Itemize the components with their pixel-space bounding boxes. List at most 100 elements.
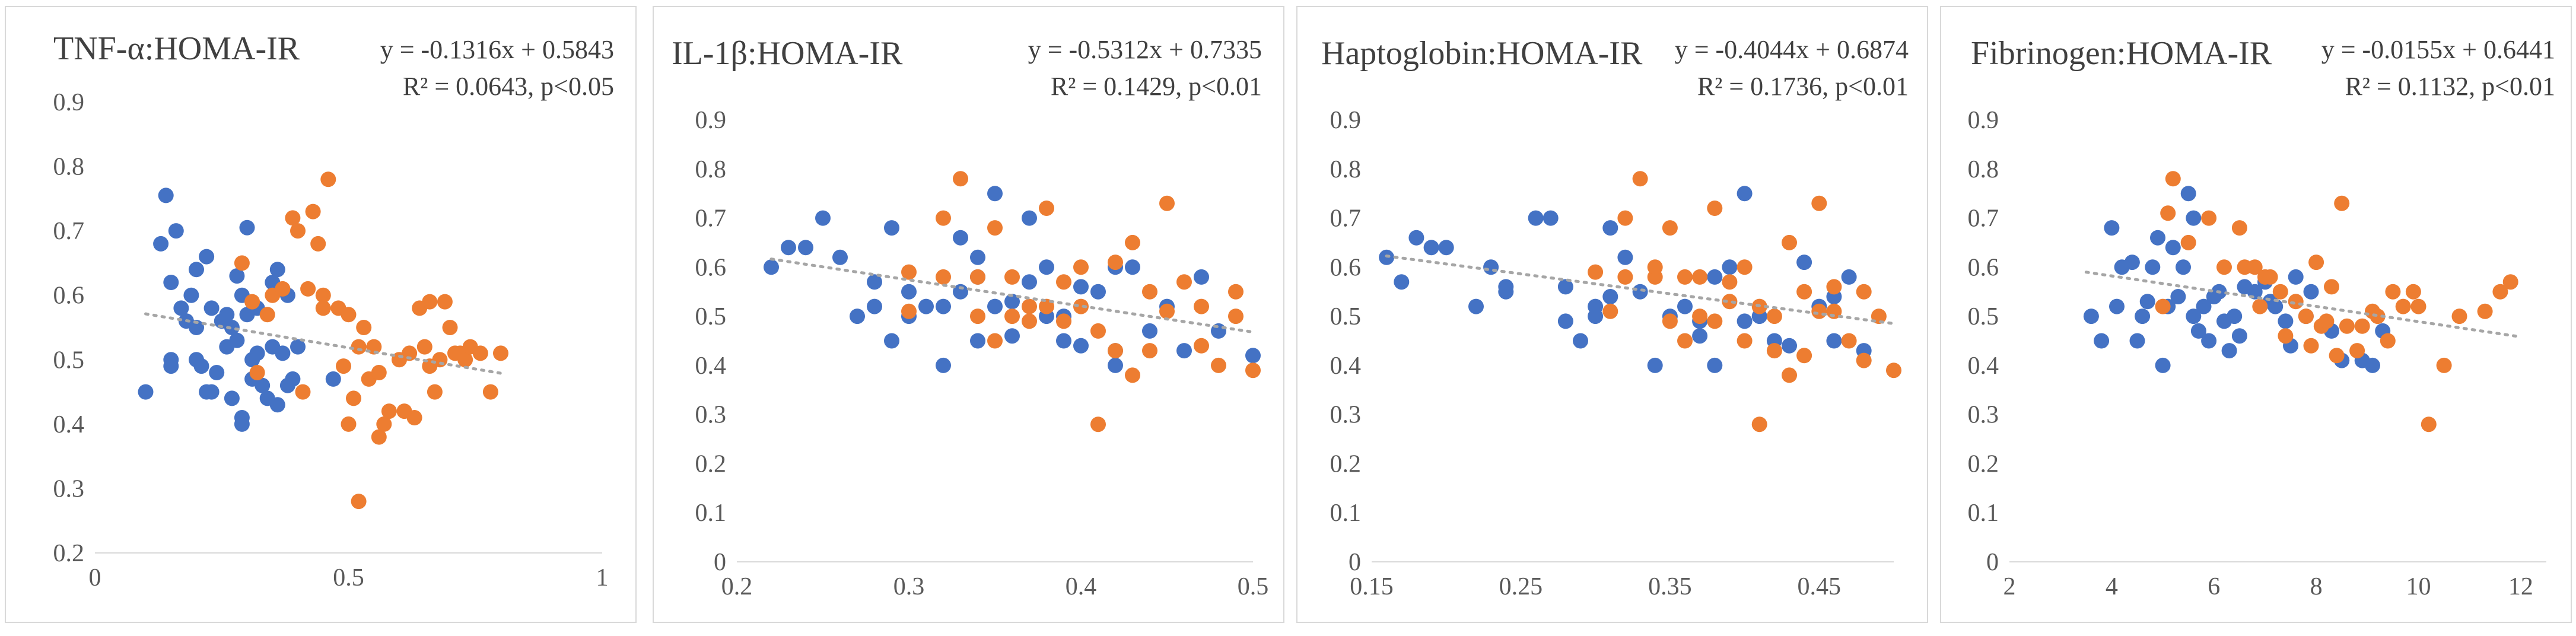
data-point-blue: [229, 332, 245, 348]
data-point-blue: [2231, 328, 2247, 344]
y-tick-label: 0.4: [1968, 352, 1999, 380]
data-point-orange: [2303, 338, 2319, 354]
data-point-blue: [2196, 298, 2212, 314]
data-point-blue: [1692, 328, 1708, 344]
data-point-blue: [970, 249, 985, 265]
data-point-blue: [269, 397, 285, 413]
y-tick-label: 0.4: [53, 411, 85, 438]
y-tick-label: 0.9: [1330, 107, 1362, 134]
data-point-blue: [781, 240, 796, 256]
y-tick-label: 0.9: [695, 107, 727, 134]
data-point-blue: [953, 230, 968, 246]
data-point-blue: [2176, 259, 2191, 275]
data-point-orange: [2395, 298, 2411, 314]
data-point-orange: [1228, 309, 1244, 325]
y-tick-label: 0.3: [1968, 402, 1999, 429]
data-point-blue: [1245, 348, 1261, 364]
data-point-blue: [2145, 259, 2161, 275]
data-point-orange: [442, 320, 458, 335]
data-point-blue: [203, 384, 220, 400]
data-point-orange: [422, 294, 438, 310]
trend-r2: R² = 0.0643, p<0.05: [403, 72, 614, 101]
data-point-orange: [406, 410, 422, 425]
data-point-orange: [1707, 201, 1723, 216]
data-point-blue: [815, 210, 831, 226]
chart-panel-tnf: TNF-α:HOMA-IR y = -0.1316x + 0.5843 R² =…: [5, 6, 637, 623]
data-point-blue: [2180, 186, 2196, 202]
data-point-orange: [259, 307, 275, 323]
data-point-blue: [2288, 269, 2304, 285]
data-point-orange: [1588, 264, 1604, 280]
data-point-blue: [1737, 186, 1753, 202]
data-point-orange: [1886, 362, 1901, 379]
y-tick-label: 0.8: [695, 156, 727, 183]
data-point-orange: [1737, 333, 1753, 349]
data-point-orange: [371, 365, 387, 380]
data-point-blue: [1826, 333, 1842, 349]
plot-area: 0 0.1 0.2 0.3 0.4 0.5 0.6 0.7 0.8 0.9 2 4 6 8 10 12: [1968, 107, 2546, 600]
data-point-orange: [2298, 309, 2314, 325]
data-point-blue: [1707, 357, 1723, 373]
data-point-blue: [1004, 328, 1020, 344]
data-point-orange: [1056, 274, 1071, 290]
y-tick-label: 0.2: [1330, 450, 1362, 478]
data-point-orange: [1056, 313, 1071, 329]
data-point-blue: [1543, 210, 1559, 226]
trend-line: [769, 257, 1255, 334]
data-point-blue: [209, 365, 225, 380]
data-point-blue: [1176, 343, 1192, 359]
y-tick-label: 0.4: [695, 352, 727, 380]
plot-area: 0.2 0.3 0.4 0.5 0.6 0.7 0.8 0.9 0 0.5 1: [53, 89, 609, 592]
data-point-orange: [987, 333, 1003, 349]
data-point-orange: [1782, 367, 1797, 383]
data-point-orange: [2436, 357, 2452, 373]
data-point-blue: [1557, 279, 1573, 295]
data-point-orange: [1692, 309, 1708, 325]
data-point-orange: [432, 352, 448, 368]
data-point-orange: [2278, 328, 2294, 344]
data-point-blue: [234, 410, 250, 425]
x-tick-label: 0.45: [1798, 573, 1842, 600]
y-tick-label: 0.2: [53, 540, 85, 567]
data-point-blue: [1394, 274, 1410, 290]
data-point-blue: [229, 268, 245, 284]
data-point-orange: [1766, 343, 1782, 359]
data-point-orange: [1090, 323, 1106, 339]
data-point-blue: [1039, 259, 1054, 275]
trend-r2: R² = 0.1736, p<0.01: [1697, 72, 1909, 101]
data-point-blue: [1211, 323, 1226, 339]
data-point-orange: [1617, 210, 1633, 226]
x-tick-label: 0.35: [1648, 573, 1692, 600]
data-point-blue: [2083, 309, 2099, 325]
x-tick-label: 0.15: [1350, 573, 1394, 600]
data-point-orange: [2385, 284, 2401, 300]
data-point-orange: [2354, 318, 2370, 334]
y-tick-label: 0.2: [695, 450, 727, 478]
data-point-orange: [1245, 362, 1261, 379]
data-point-orange: [2370, 309, 2386, 325]
data-point-orange: [2477, 303, 2493, 319]
data-point-orange: [457, 352, 473, 368]
chart-title: IL-1β:HOMA-IR: [672, 35, 903, 72]
y-tick-label: 0.7: [1968, 205, 1999, 233]
data-point-blue: [2135, 309, 2151, 325]
data-point-blue: [224, 390, 240, 406]
trend-line: [1385, 255, 1896, 325]
data-point-orange: [285, 210, 301, 226]
data-point-orange: [295, 384, 311, 400]
data-point-blue: [173, 300, 189, 316]
y-tick-label: 0.5: [1330, 303, 1362, 330]
chart-svg-fibrinogen: Fibrinogen:HOMA-IR y = -0.0155x + 0.6441…: [1968, 35, 2556, 600]
data-point-blue: [158, 187, 174, 203]
data-point-blue: [1737, 313, 1753, 329]
trend-r2: R² = 0.1132, p<0.01: [2345, 72, 2555, 101]
plot-area: 0 0.1 0.2 0.3 0.4 0.5 0.6 0.7 0.8 0.9 0.2 0.3 0.4 0.5: [695, 107, 1269, 600]
data-point-orange: [1856, 352, 1872, 368]
data-point-orange: [244, 294, 260, 310]
data-point-blue: [1782, 338, 1797, 354]
data-point-blue: [970, 333, 985, 349]
data-point-orange: [2160, 205, 2176, 221]
y-tick-label: 0.3: [695, 402, 727, 429]
data-point-orange: [1796, 348, 1812, 364]
data-point-blue: [1022, 274, 1037, 290]
